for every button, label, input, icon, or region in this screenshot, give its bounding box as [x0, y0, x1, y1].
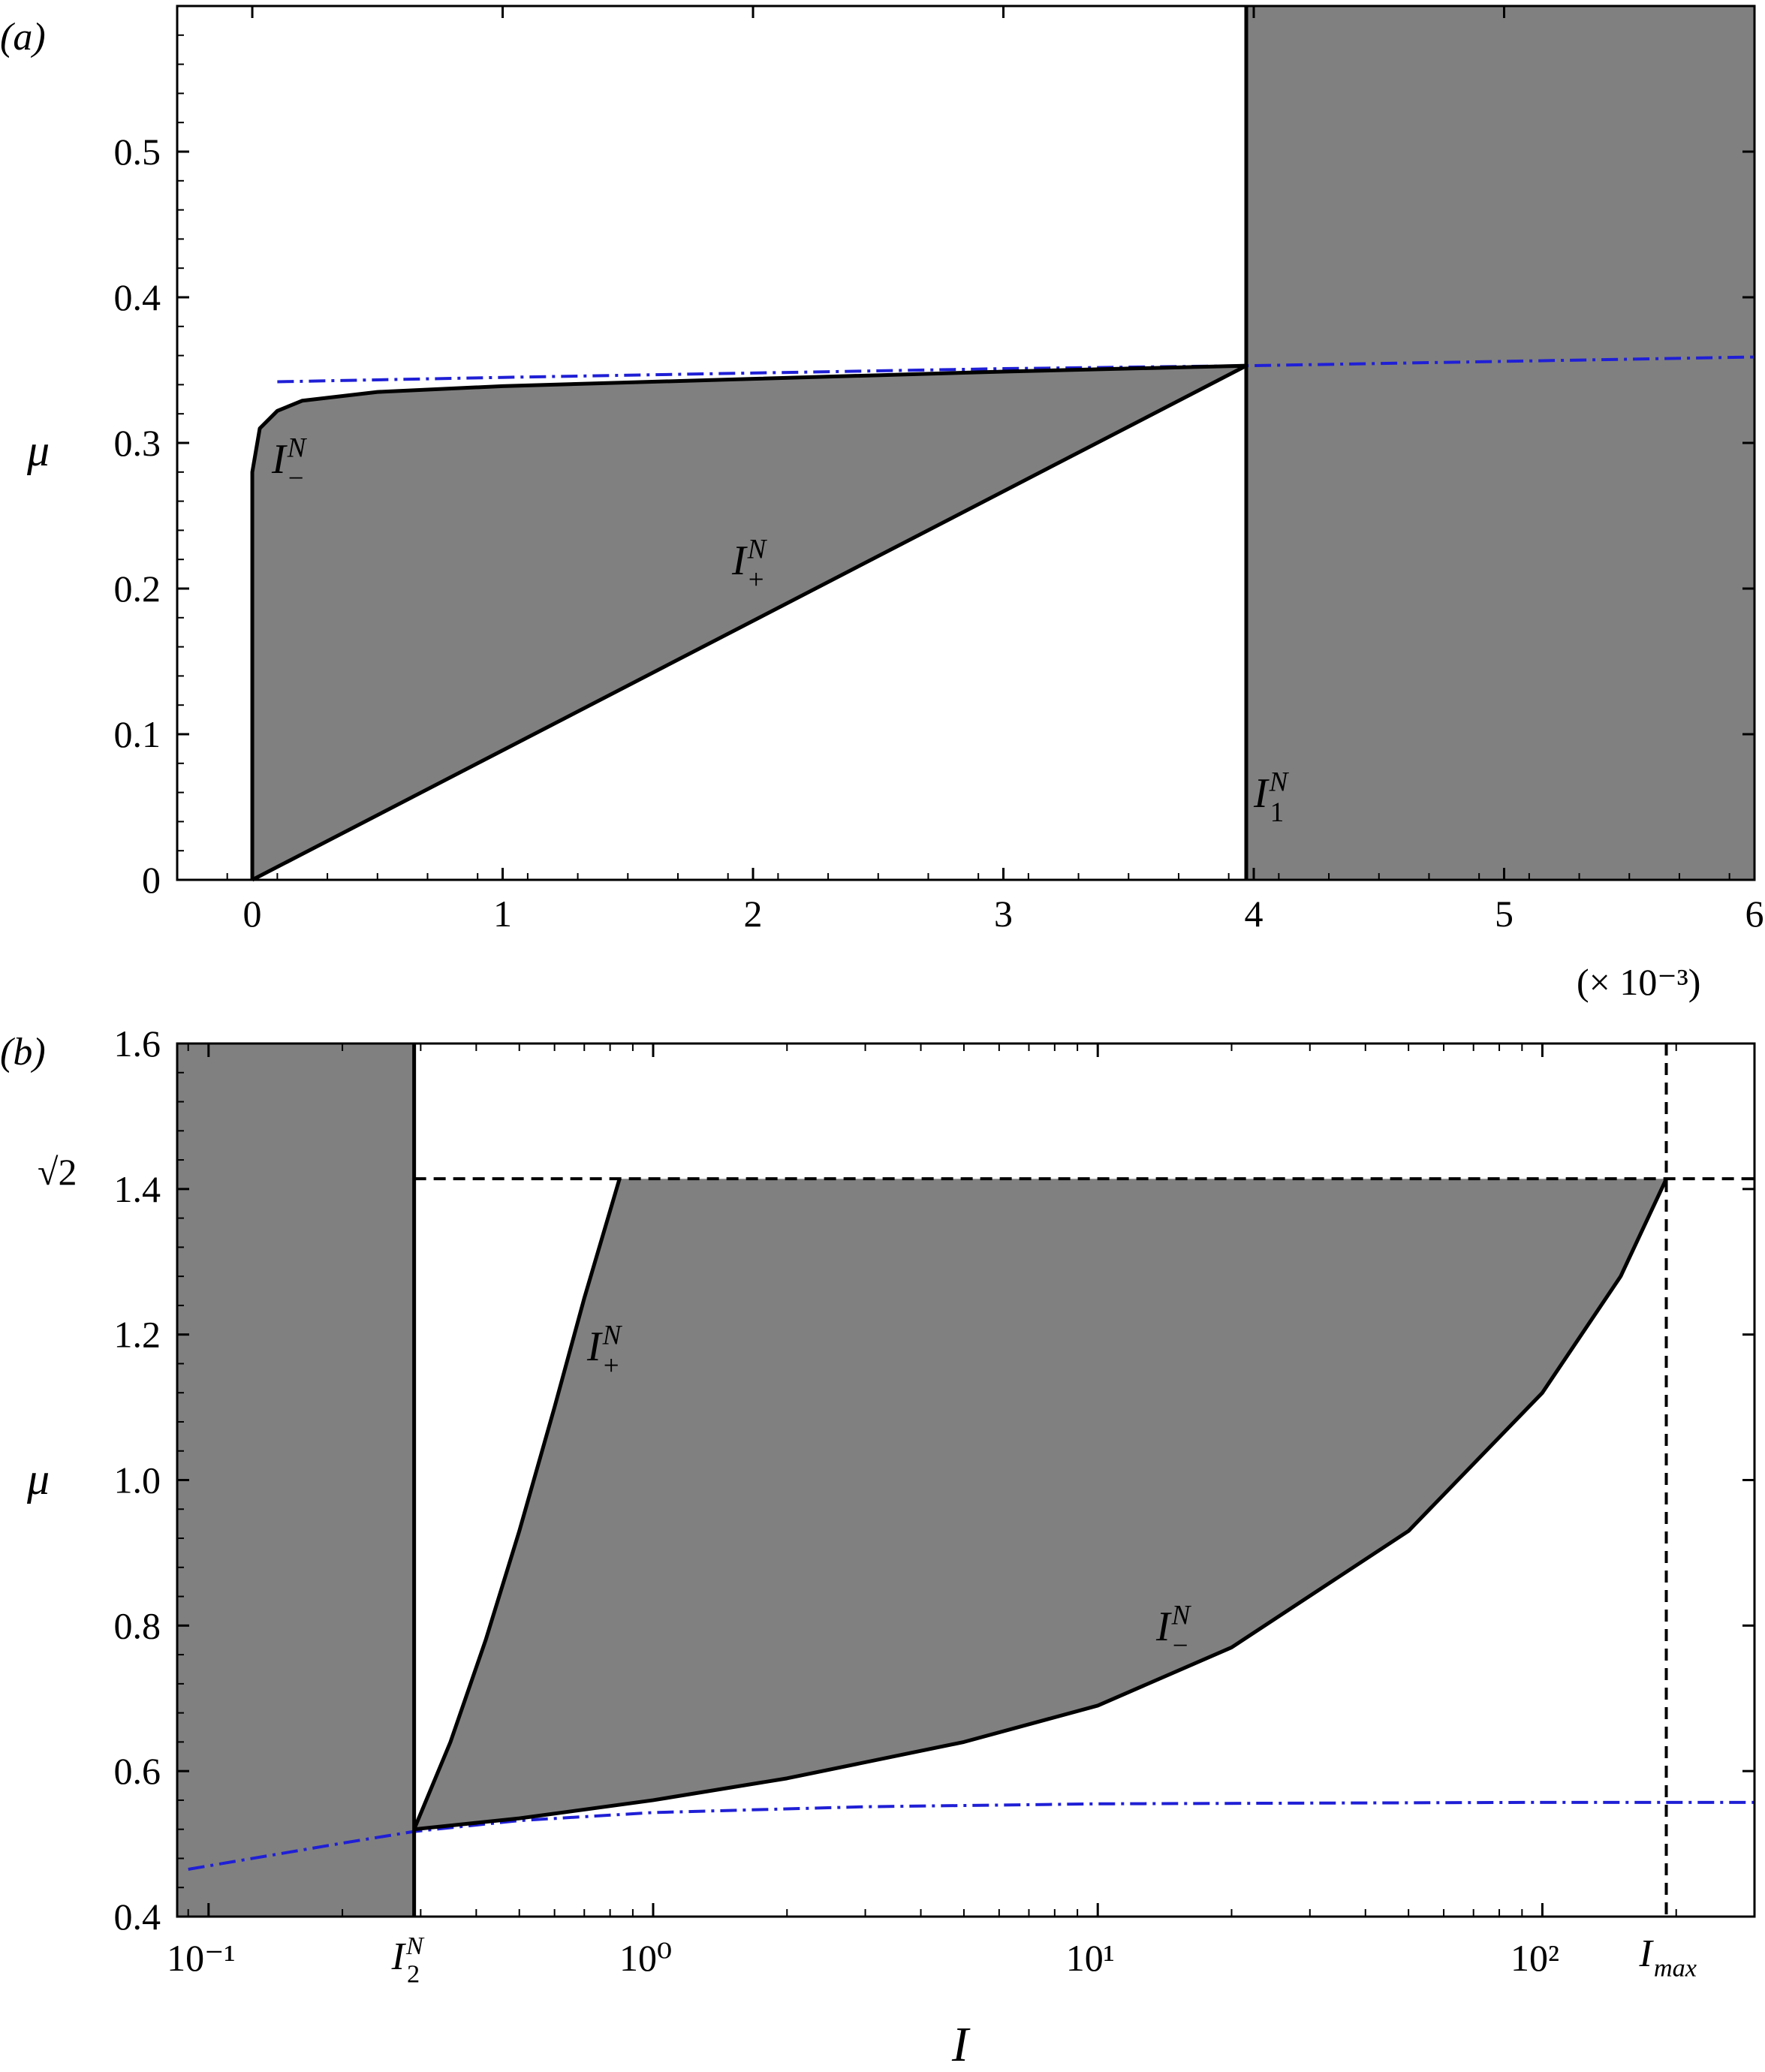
panel-b-x-tick-label: 10⁰ [619, 1937, 672, 1979]
panel-b: 10⁻¹ 10⁰ 10¹ 10² 0.4 0.6 0.8 1.0 1.2 1.4 1.6 √2 (b… [0, 1022, 1756, 2072]
panel-a-label: (a) [0, 16, 46, 59]
panel-b-x-tick-label: 10⁻¹ [167, 1937, 235, 1979]
panel-b-y-ticks: 0.4 0.6 0.8 1.0 1.2 1.4 1.6 √2 [38, 1022, 1754, 1938]
panel-a-y-tick-label: 0.5 [114, 131, 161, 173]
panel-a-y-axis-label: μ [26, 426, 50, 475]
panel-b-label-i-minus: IN − [1155, 1600, 1192, 1661]
panel-b-label-i-plus: IN + [586, 1320, 623, 1381]
panel-a-curves [250, 6, 1755, 882]
panel-a-x-tick-label: 3 [994, 893, 1013, 935]
panel-b-x-tick-label: 10² [1510, 1937, 1559, 1979]
panel-a-shaded-region-right [1246, 6, 1754, 880]
panel-b-y-tick-label: 1.0 [114, 1459, 161, 1501]
panel-b-y-tick-label: 1.2 [114, 1314, 161, 1356]
panel-b-blue-dashdot-curve [188, 1800, 1754, 1871]
panel-b-curves [188, 1044, 1754, 1917]
panel-b-x-axis-label: I [951, 2017, 971, 2072]
panel-b-y-tick-label: 0.8 [114, 1604, 161, 1646]
panel-b-x-tick-label: 10¹ [1066, 1937, 1115, 1979]
panel-a-y-tick-label: 0 [142, 859, 161, 901]
panel-b-shaded-region-main [414, 1179, 1667, 1830]
panel-a-x-ticks: 0 1 2 3 4 5 6 [226, 6, 1764, 935]
panel-a-curve-i-minus [250, 363, 1247, 880]
panel-b-x-ticks: 10⁻¹ 10⁰ 10¹ 10² [167, 1044, 1755, 1979]
panel-b-curve-i-minus [414, 1178, 1668, 1832]
panel-a-x-tick-label: 0 [243, 893, 262, 935]
panel-b-y-tick-label: 1.6 [114, 1022, 161, 1065]
panel-a-x-multiplier-label: (× 10⁻³) [1577, 961, 1700, 1003]
panel-a-label-i-plus: IN + [731, 534, 768, 595]
panel-a-label-i1: IN 1 [1253, 766, 1290, 827]
panel-a-x-tick-label: 1 [493, 893, 512, 935]
panel-a-x-tick-label: 2 [744, 893, 763, 935]
panel-b-x-tick-label-i2: IN 2 [391, 1932, 425, 1988]
panel-b-shaded-regions [177, 1044, 1667, 1917]
panel-b-shaded-region-left [177, 1044, 414, 1917]
panel-a-x-tick-label: 4 [1245, 893, 1264, 935]
panel-b-y-axis-label: μ [26, 1454, 50, 1504]
panel-b-y-tick-label-sqrt2: √2 [38, 1151, 77, 1193]
panel-b-x-tick-label-imax: Imax [1639, 1932, 1697, 1983]
panel-a-y-tick-label: 0.2 [114, 568, 161, 610]
panel-a-label-i-minus: IN − [271, 432, 308, 493]
panel-b-y-tick-label: 1.4 [114, 1168, 161, 1210]
panel-a-curve-i-plus [251, 363, 1248, 882]
panel-b-curve-labels: IN 2 Imax IN + IN − [391, 1320, 1697, 1989]
panel-a-blue-dashdot-curve [277, 355, 1755, 384]
panel-a-y-tick-label: 0.3 [114, 422, 161, 464]
panel-a-y-tick-label: 0.4 [114, 276, 161, 318]
panel-b-curve-i-plus [412, 1178, 622, 1830]
panel-a-y-ticks: 0 0.1 0.2 0.3 0.4 0.5 [114, 34, 1754, 901]
panel-a-y-tick-label: 0.1 [114, 713, 161, 755]
panel-a-curve-labels: IN − IN + IN 1 [271, 432, 1290, 827]
panel-b-y-tick-label: 0.6 [114, 1750, 161, 1792]
panel-a-x-tick-label: 5 [1495, 893, 1514, 935]
panel-a-x-tick-label: 6 [1745, 893, 1764, 935]
panel-b-label: (b) [0, 1031, 46, 1074]
panel-b-y-tick-label: 0.4 [114, 1896, 161, 1938]
